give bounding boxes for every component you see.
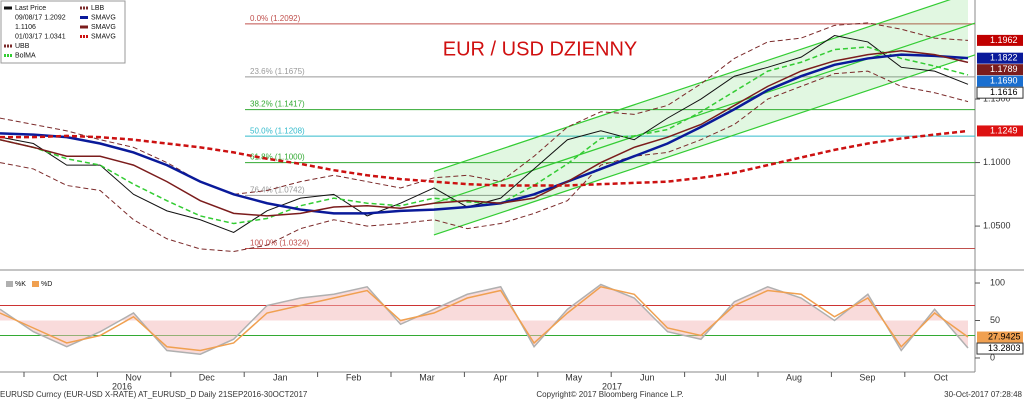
x-tick-label: Jul <box>715 372 727 382</box>
x-tick-label: May <box>565 372 583 382</box>
price-label: 1.1616 <box>990 87 1018 97</box>
legend-label: Last Price <box>15 5 46 12</box>
value-label-box <box>976 342 1024 355</box>
y-tick-label: 100 <box>990 277 1005 287</box>
price-label: 1.1962 <box>990 35 1018 45</box>
footer-right: 30-Oct-2017 07:28:48 <box>944 390 1022 399</box>
price-line <box>0 70 969 252</box>
x-tick-label: Oct <box>934 372 949 382</box>
value-label: 13.2803 <box>988 343 1021 353</box>
fib-label: 100.0% (1.0324) <box>250 239 309 248</box>
stoch-area <box>0 284 968 355</box>
x-tick-label: Feb <box>346 372 362 382</box>
price-label-box <box>977 34 1023 46</box>
x-tick-label: Sep <box>859 372 875 382</box>
legend-note: 1.1106 <box>15 24 36 31</box>
legend-label: SMAVG <box>91 14 116 21</box>
x-tick-label: Oct <box>53 372 68 382</box>
price-label-box <box>977 52 1023 64</box>
value-label-box <box>977 331 1023 343</box>
fib-label: 61.8% (1.1000) <box>250 153 305 162</box>
main-plot: 0.0% (1.2092) 23.6% (1.1675) 38.2% (1.1417… <box>0 0 975 252</box>
channel-line <box>433 54 975 236</box>
price-line <box>0 129 969 187</box>
legend-label: UBB <box>15 43 30 50</box>
x-tick-label: Aug <box>786 372 802 382</box>
x-tick-label: Dec <box>199 372 216 382</box>
price-label-box <box>977 125 1023 137</box>
value-label: 27.9425 <box>988 331 1021 341</box>
fib-label: 38.2% (1.1417) <box>250 100 305 109</box>
footer-left: EURUSD Curncy (EUR-USD X-RATE) AT_EURUSD… <box>0 390 308 399</box>
price-label: 1.1249 <box>990 125 1018 135</box>
legend-box <box>0 0 126 64</box>
legend-label: LBB <box>91 5 105 12</box>
x-tick-label: Jun <box>640 372 655 382</box>
price-label: 1.1690 <box>990 76 1018 86</box>
legend-swatch <box>6 281 13 287</box>
x-tick-label: Nov <box>125 372 142 382</box>
price-label: 1.1789 <box>990 64 1018 74</box>
legend-label: SMAVG <box>91 24 116 31</box>
fib-label: 50.0% (1.1208) <box>250 126 305 135</box>
legend-note: 09/08/17 1.2092 <box>15 14 66 21</box>
y-tick-label: 1.0500 <box>983 220 1011 230</box>
stoch-line <box>0 285 969 352</box>
price-label-box <box>977 64 1023 76</box>
price-label: 1.1822 <box>990 53 1018 63</box>
year-label: 2017 <box>602 381 622 391</box>
price-line <box>0 50 969 217</box>
legend-note: 01/03/17 1.0341 <box>15 33 66 40</box>
footer-center: Copyright© 2017 Bloomberg Finance L.P. <box>536 390 683 399</box>
price-label-box <box>977 75 1023 87</box>
legend-label: %K <box>15 281 26 288</box>
y-tick-label: 0 <box>990 352 995 362</box>
channel-fill <box>433 0 968 235</box>
channel-line <box>433 22 975 204</box>
legend-swatch <box>32 281 39 287</box>
fib-label: 23.6% (1.1675) <box>250 67 305 76</box>
fib-label: 76.4% (1.0742) <box>250 185 305 194</box>
legend-label: SMAVG <box>91 33 116 40</box>
fib-label: 0.0% (1.2092) <box>250 14 301 23</box>
y-tick-label: 50 <box>990 315 1000 325</box>
y-tick-label: 1.1000 <box>983 157 1011 167</box>
legend-label: BolMA <box>15 52 36 59</box>
price-label-box <box>976 86 1024 99</box>
stoch-line <box>0 283 969 356</box>
legend-label: %D <box>41 281 52 288</box>
channel-line <box>433 0 951 173</box>
x-tick-label: Jan <box>273 372 288 382</box>
price-line <box>0 53 969 215</box>
x-tick-label: Apr <box>493 372 507 382</box>
year-label: 2016 <box>112 381 132 391</box>
x-tick-label: Mar <box>419 372 435 382</box>
annotation: EUR / USD DZIENNY <box>443 38 637 60</box>
